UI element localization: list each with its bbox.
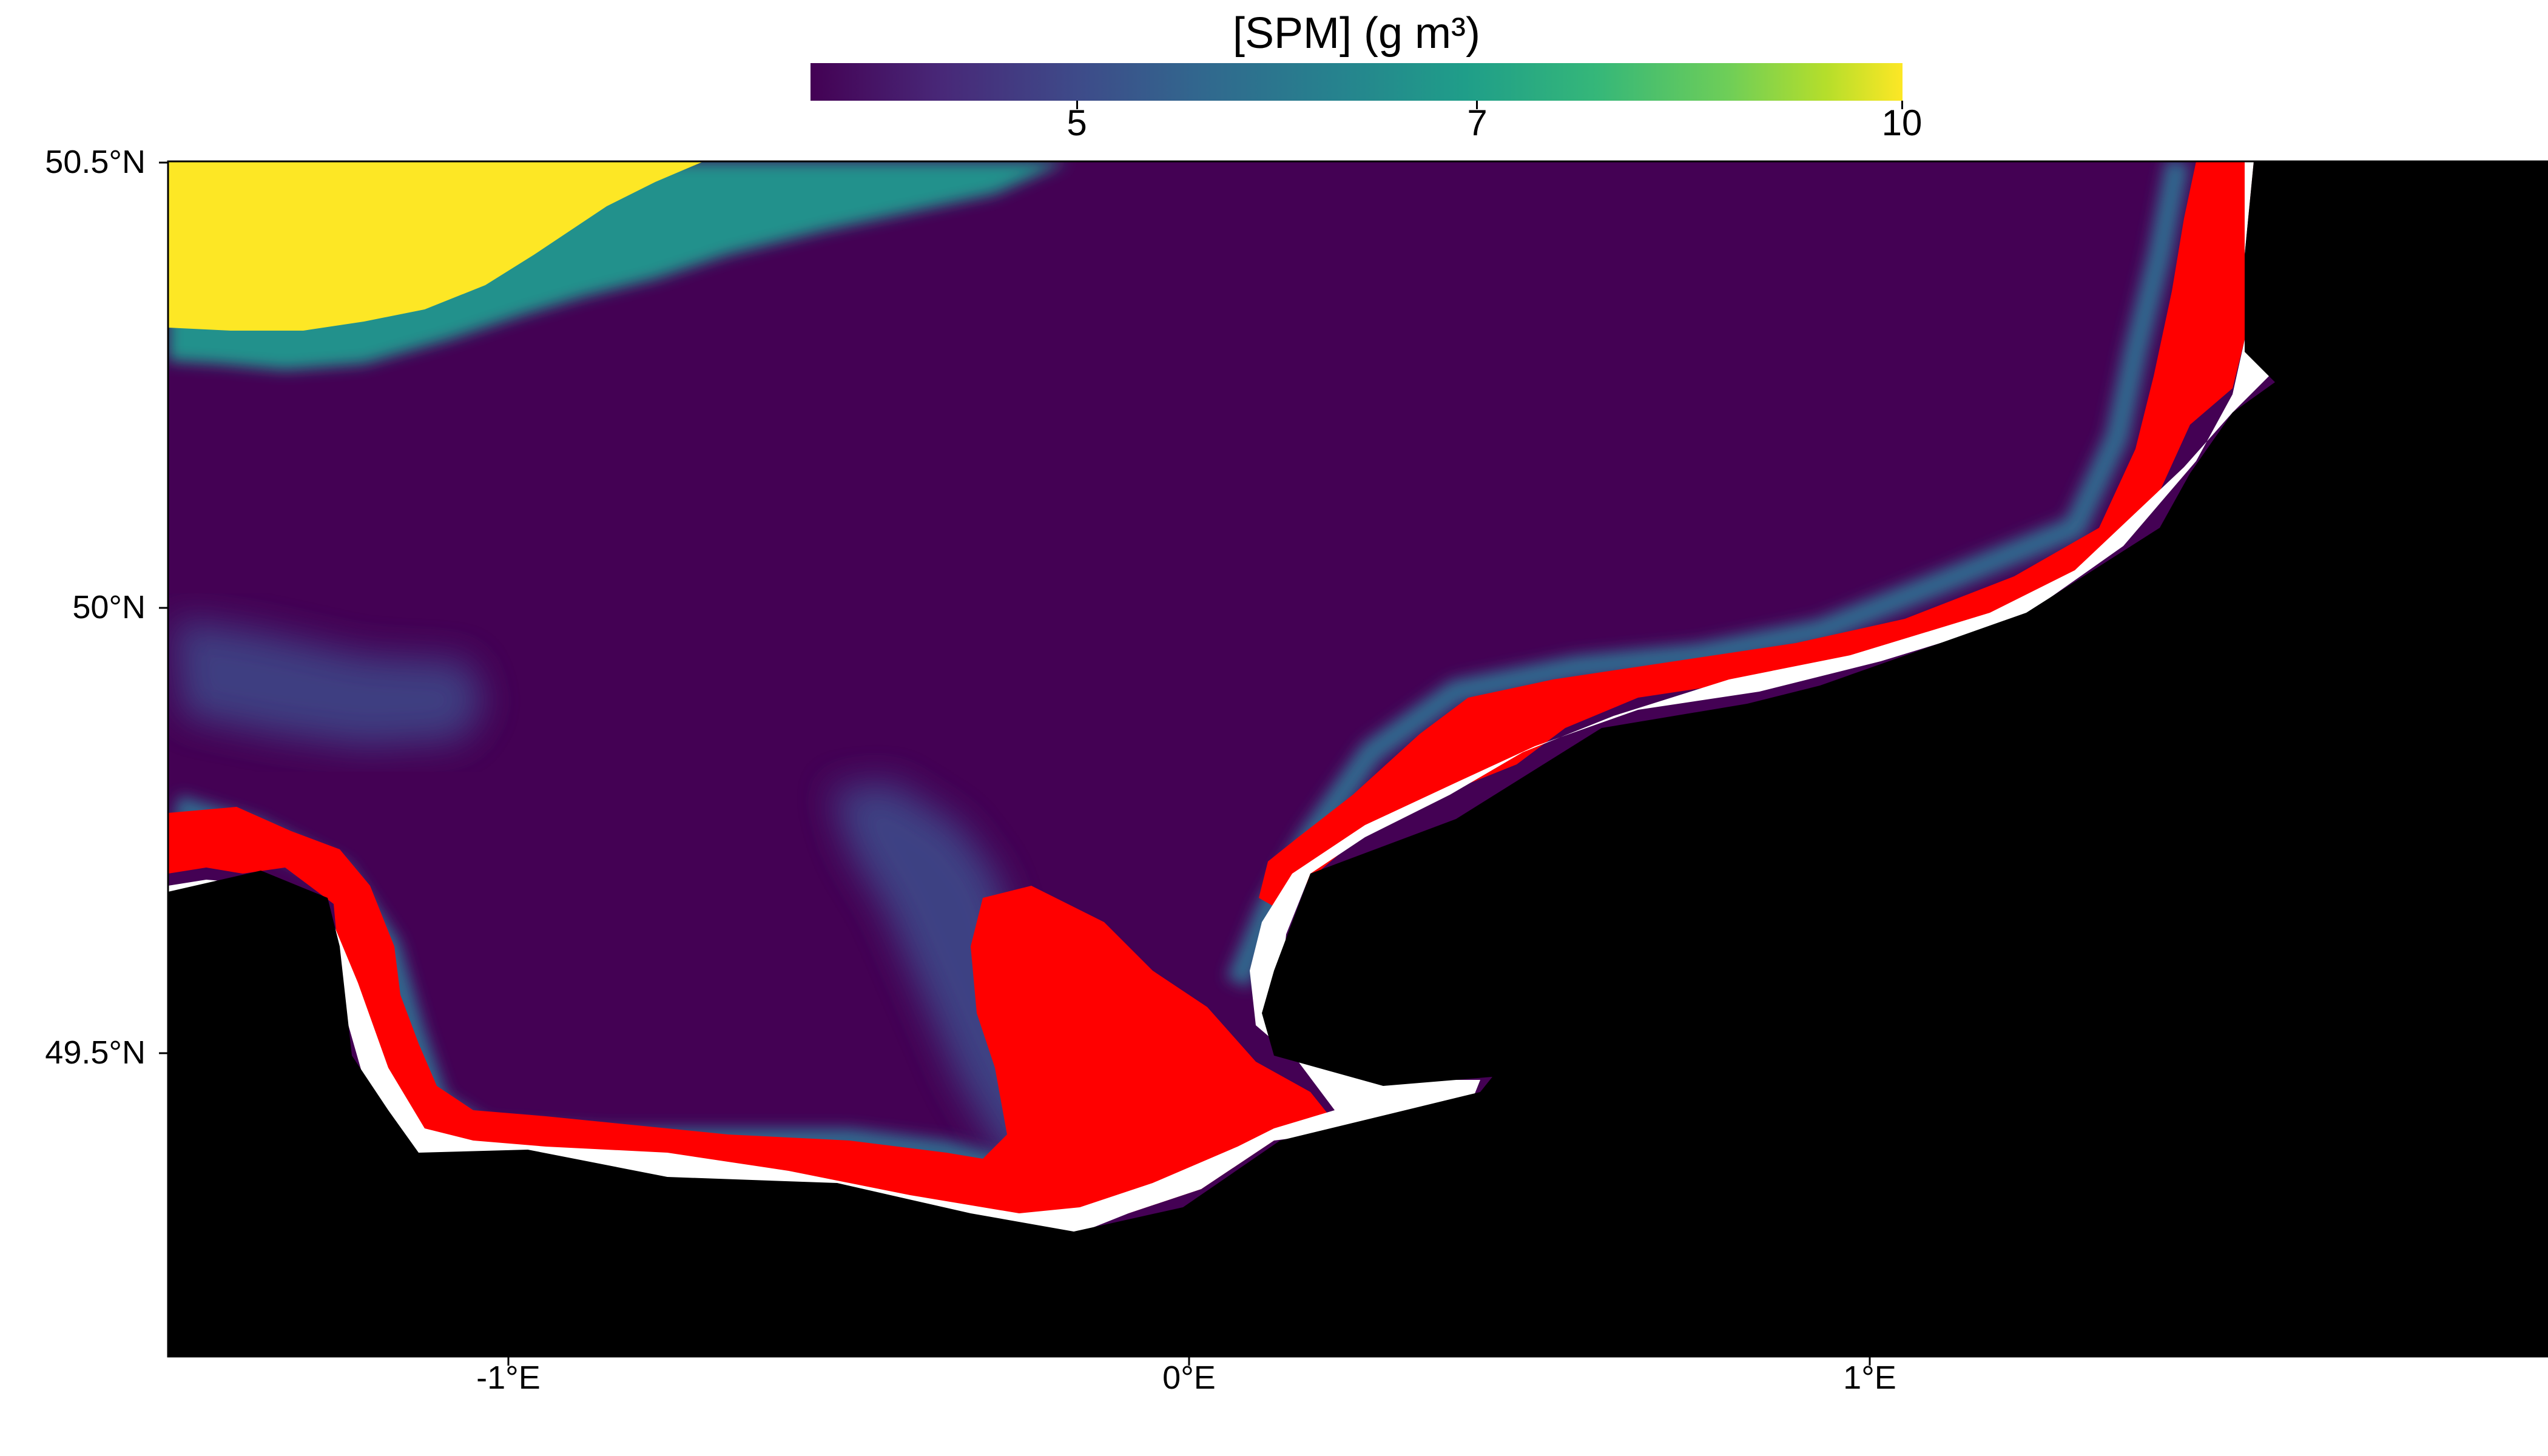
lat-label-49.5: 49.5°N [45, 1034, 146, 1071]
lon-label-1: 1°E [1843, 1360, 1896, 1396]
lat-label-50: 50°N [72, 589, 146, 625]
colorbar-title: [SPM] (g m³) [1233, 9, 1480, 58]
above-range-coast-north [1259, 161, 2254, 910]
colorbar-label-10: 10 [1881, 103, 1923, 143]
lat-label-50.5: 50.5°N [45, 144, 146, 180]
high-spm-plume [168, 161, 704, 331]
colorbar-label-5: 5 [1067, 103, 1087, 143]
lon-label--1: -1°E [476, 1360, 541, 1396]
colorbar [811, 63, 1903, 101]
colorbar-label-7: 7 [1467, 103, 1488, 143]
colorbar-tick-5 [1076, 101, 1078, 109]
colorbar-tick-7 [1476, 101, 1478, 109]
mid-spm-west-patch [173, 619, 485, 746]
land-mass [168, 161, 2548, 1357]
colorbar-tick-10 [1901, 101, 1903, 109]
above-range-coast-south [168, 807, 1335, 1238]
plot-frame [167, 160, 2548, 1358]
lon-label-0: 0°E [1162, 1360, 1216, 1396]
